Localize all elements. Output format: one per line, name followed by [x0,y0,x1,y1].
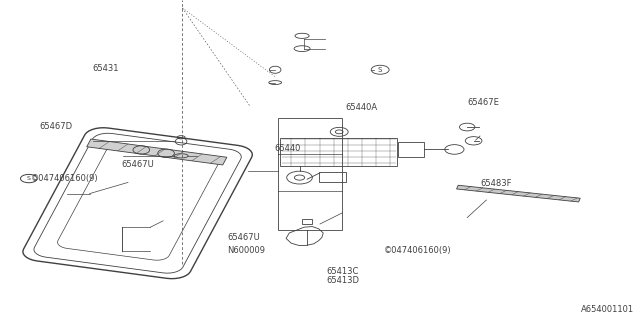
Text: S: S [378,67,382,73]
Text: A654001101: A654001101 [580,305,634,314]
Polygon shape [456,185,580,202]
Text: 65467D: 65467D [40,122,73,131]
Text: S: S [27,176,31,181]
Text: 65467U: 65467U [227,233,260,242]
Text: 65440: 65440 [274,144,300,153]
Polygon shape [87,139,227,165]
Text: 65413D: 65413D [326,276,360,285]
Bar [278,118,342,230]
Text: 65413C: 65413C [326,267,359,276]
Bar [319,172,346,182]
Text: N600009: N600009 [227,246,265,255]
Text: 65483F: 65483F [480,180,511,188]
Text: 65467E: 65467E [467,98,499,107]
Bar [398,142,424,157]
Text: ©047406160(9): ©047406160(9) [31,174,99,183]
Text: 65467U: 65467U [122,160,154,169]
Text: ©047406160(9): ©047406160(9) [384,246,452,255]
Text: 65440A: 65440A [346,103,378,112]
Text: 65431: 65431 [93,64,119,73]
